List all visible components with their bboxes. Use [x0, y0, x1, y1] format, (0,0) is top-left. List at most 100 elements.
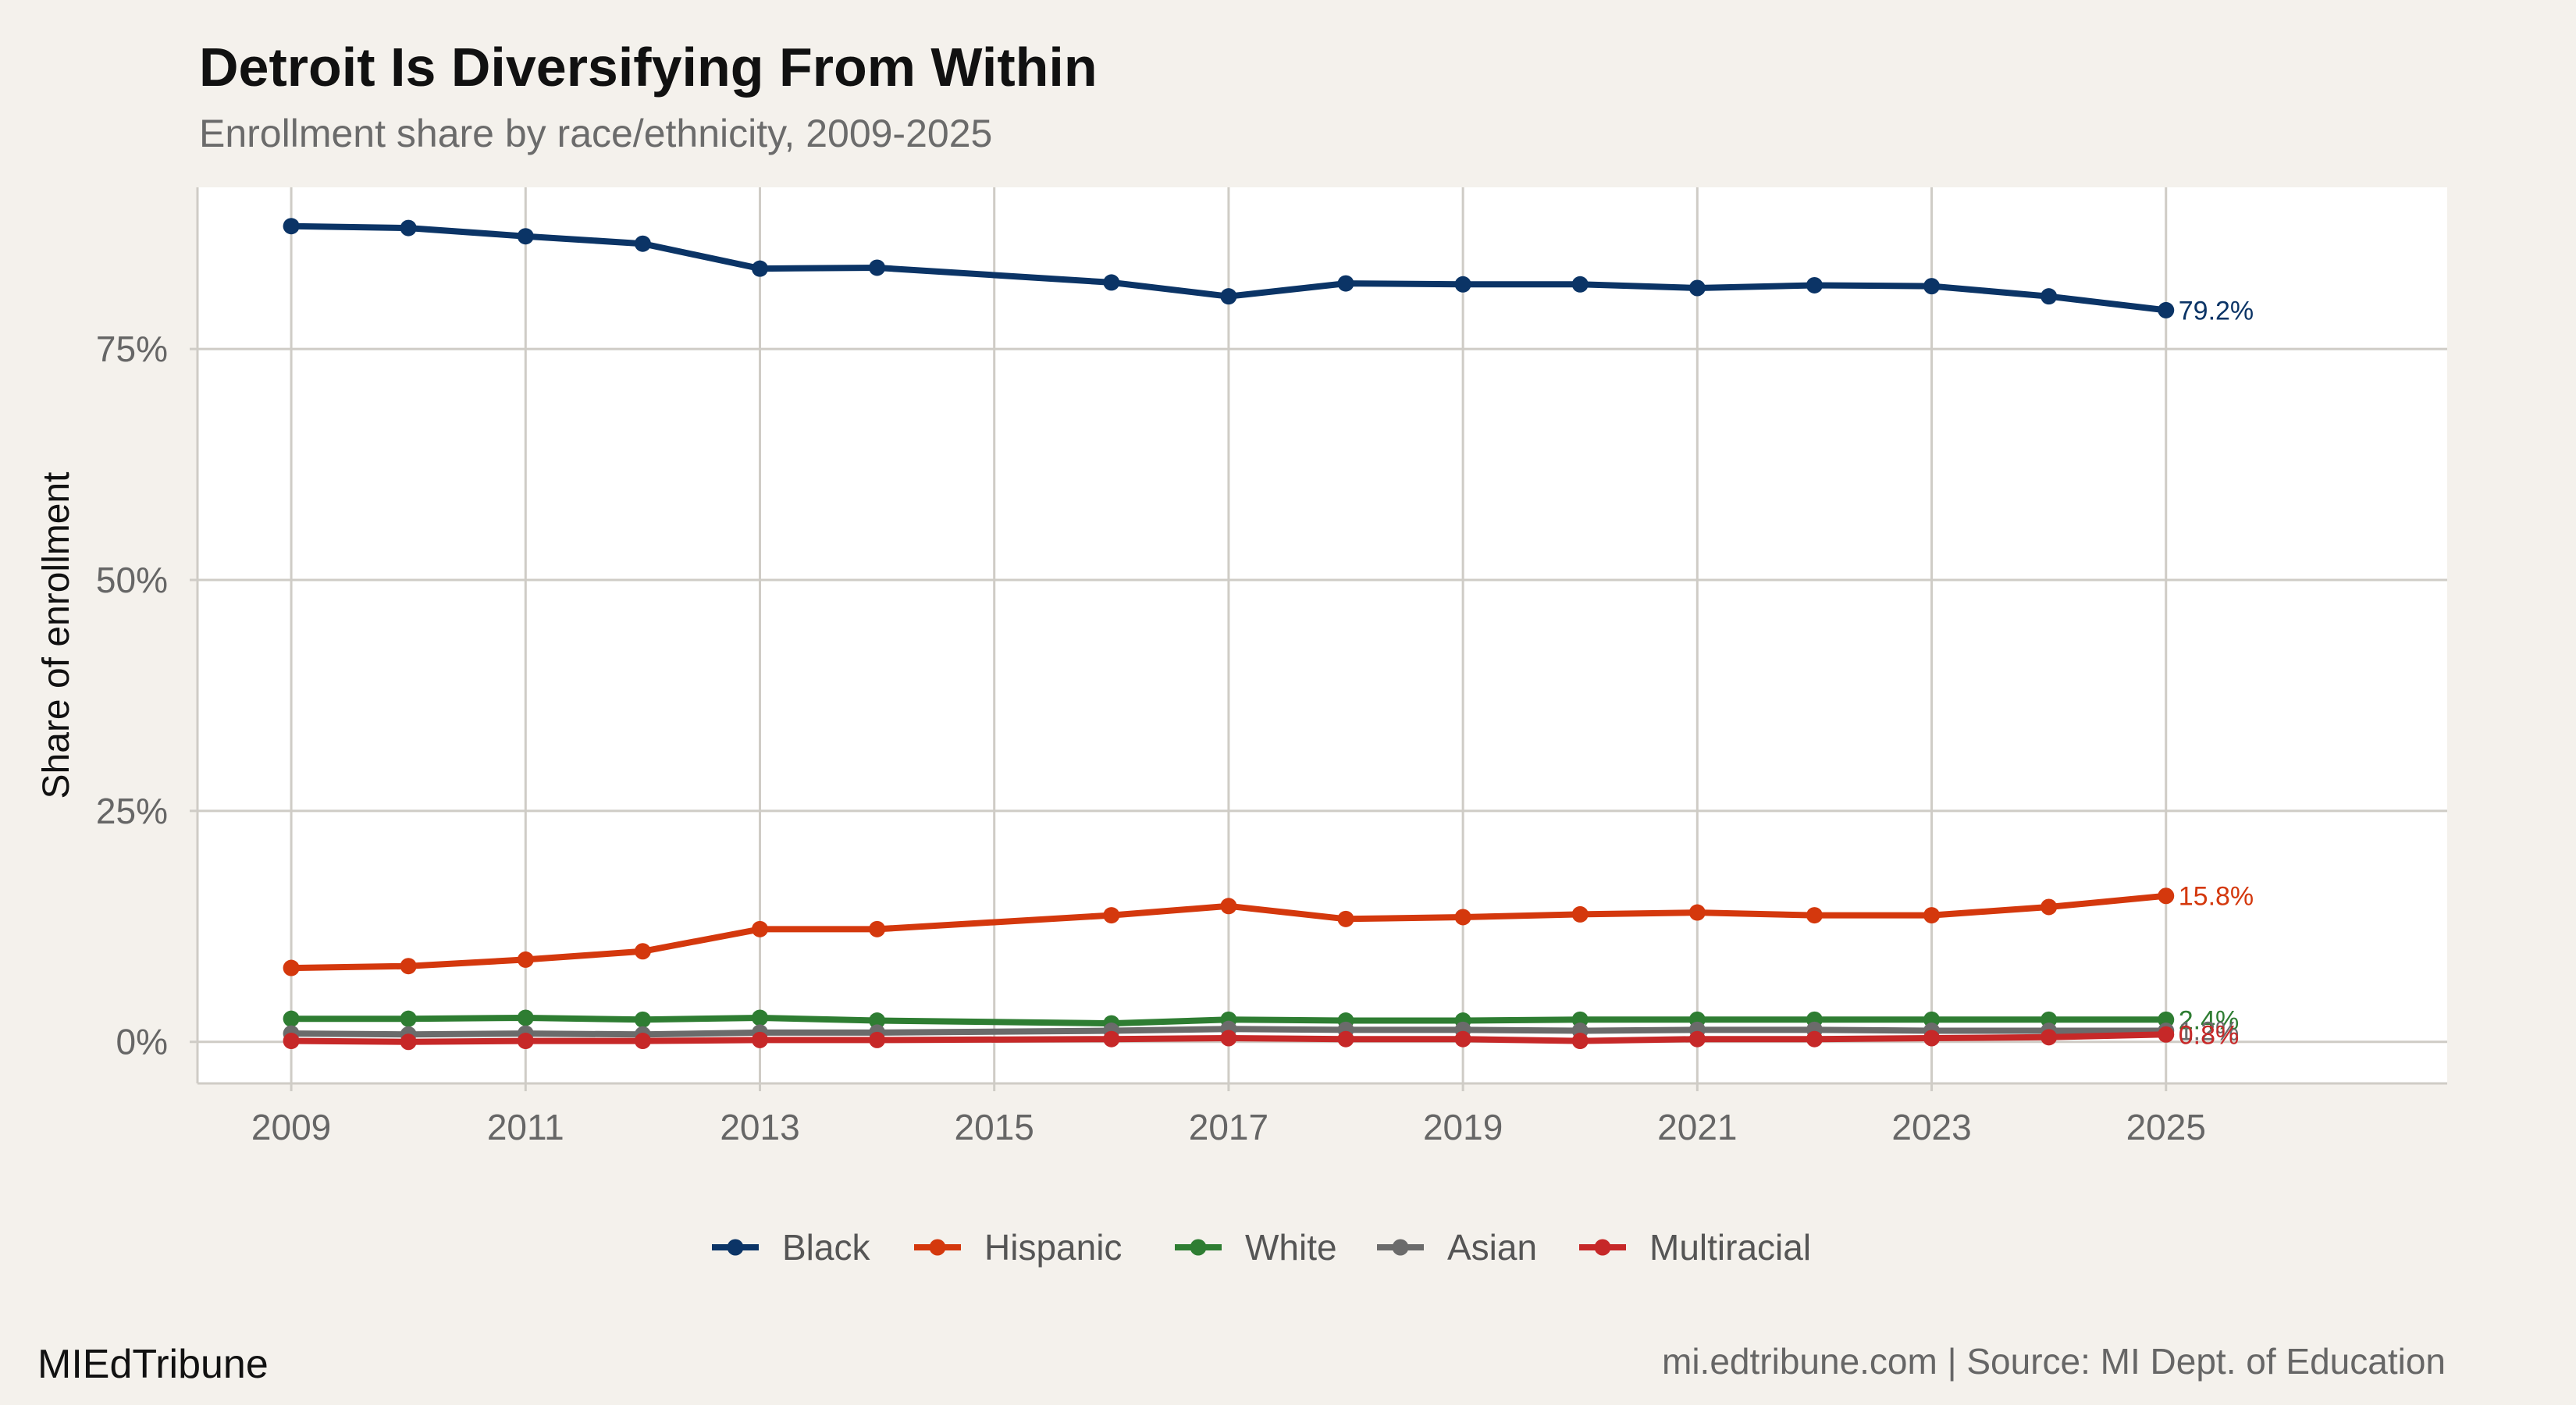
hispanic-end-label: 15.8%	[2179, 882, 2254, 912]
legend-label: Black	[782, 1227, 870, 1268]
multiracial-point-2021	[1688, 1030, 1706, 1048]
multiracial-point-2011	[517, 1033, 534, 1050]
plot-panel	[197, 187, 2447, 1083]
y-tick-labels: 0% 25% 50% 75%	[96, 329, 197, 1062]
white-point-2009	[283, 1010, 300, 1027]
white-line	[288, 1015, 2169, 1027]
hispanic-line	[288, 892, 2169, 972]
hispanic-point-2025	[2158, 887, 2175, 905]
black-point-2025	[2158, 301, 2175, 318]
multiracial-point-2016	[1103, 1030, 1120, 1048]
x-tick-label: 2025	[2126, 1107, 2206, 1147]
legend-label: Hispanic	[984, 1227, 1122, 1268]
legend-item-asian: Asian	[1377, 1227, 1537, 1268]
y-axis-title: Share of enrollment	[36, 472, 77, 799]
black-point-2020	[1571, 276, 1589, 293]
series-black	[283, 218, 2175, 318]
y-tick-label: 75%	[96, 329, 168, 369]
grid	[197, 187, 2447, 1083]
y-tick-label: 0%	[116, 1022, 168, 1062]
end-labels: 79.2% 15.8% 2.4%1.2%0.8%	[2179, 296, 2254, 1050]
legend-item-multiracial: Multiracial	[1579, 1227, 1811, 1268]
y-tick-label: 25%	[96, 791, 168, 831]
multiracial-point-2024	[2041, 1029, 2058, 1046]
legend-key-point	[727, 1239, 744, 1256]
footer-source: mi.edtribune.com | Source: MI Dept. of E…	[1662, 1341, 2446, 1382]
black-point-2013	[752, 260, 768, 277]
white-point-2011	[517, 1009, 534, 1026]
hispanic-point-2021	[1688, 904, 1706, 921]
black-point-2014	[869, 259, 886, 276]
black-point-2023	[1923, 278, 1941, 295]
hispanic-point-2016	[1103, 907, 1120, 924]
hispanic-point-2012	[634, 943, 651, 960]
black-point-2016	[1103, 274, 1120, 291]
black-point-2018	[1337, 275, 1354, 292]
footer-brand: MIEdTribune	[37, 1342, 269, 1387]
series-white	[283, 1009, 2175, 1032]
hispanic-point-2013	[752, 920, 768, 937]
x-tick-labels: 2009 2011 2013 2015 2017 2019 2021 2023 2025	[251, 1083, 2206, 1147]
multiracial-point-2019	[1454, 1030, 1471, 1048]
hispanic-point-2018	[1337, 910, 1354, 927]
hispanic-point-2011	[517, 951, 534, 968]
multiracial-point-2017	[1220, 1030, 1237, 1047]
x-tick-label: 2011	[487, 1107, 564, 1147]
legend-item-black: Black	[712, 1227, 870, 1268]
y-tick-label: 50%	[96, 560, 168, 600]
multiracial-point-2009	[283, 1033, 300, 1050]
multiracial-point-2013	[752, 1031, 768, 1048]
white-point-2014	[869, 1012, 886, 1030]
black-point-2011	[517, 228, 534, 245]
legend-key-point	[1190, 1239, 1207, 1256]
black-point-2010	[400, 219, 417, 237]
x-tick-label: 2013	[720, 1107, 799, 1147]
multiracial-point-2018	[1337, 1030, 1354, 1048]
legend-key-point	[1392, 1239, 1409, 1256]
multiracial-point-2020	[1571, 1033, 1589, 1050]
asian-line	[288, 1026, 2169, 1038]
legend-label: Asian	[1447, 1227, 1537, 1268]
black-end-label: 79.2%	[2179, 296, 2254, 325]
black-point-2024	[2041, 288, 2058, 305]
black-line	[288, 222, 2169, 314]
hispanic-point-2010	[400, 958, 417, 975]
x-tick-label: 2021	[1657, 1107, 1737, 1147]
legend-label: White	[1245, 1227, 1337, 1268]
multiracial-point-2010	[400, 1033, 417, 1051]
multiracial-point-2023	[1923, 1030, 1941, 1047]
chart-subtitle: Enrollment share by race/ethnicity, 2009…	[199, 112, 992, 155]
legend-key-point	[1594, 1239, 1611, 1256]
multiracial-end-label: 0.8%	[2179, 1020, 2240, 1050]
multiracial-point-2025	[2158, 1026, 2175, 1043]
hispanic-point-2009	[283, 959, 300, 976]
x-tick-label: 2009	[251, 1107, 331, 1147]
series-multiracial	[283, 1026, 2175, 1051]
x-tick-label: 2017	[1189, 1107, 1268, 1147]
white-point-2010	[400, 1010, 417, 1027]
hispanic-point-2014	[869, 920, 886, 937]
legend: Black Hispanic White Asian Multiracial	[712, 1227, 1811, 1268]
hispanic-point-2022	[1806, 907, 1823, 924]
x-tick-label: 2019	[1423, 1107, 1503, 1147]
multiracial-point-2022	[1806, 1030, 1823, 1048]
black-point-2022	[1806, 276, 1823, 293]
white-end-label: 2.4%	[2179, 1005, 2240, 1035]
chart-title: Detroit Is Diversifying From Within	[199, 37, 1098, 98]
black-point-2012	[634, 235, 651, 252]
legend-item-white: White	[1175, 1227, 1337, 1268]
x-tick-label: 2023	[1891, 1107, 1971, 1147]
hispanic-point-2024	[2041, 898, 2058, 916]
multiracial-point-2014	[869, 1031, 886, 1048]
multiracial-point-2012	[634, 1033, 651, 1050]
series-hispanic	[283, 887, 2175, 976]
x-tick-label: 2015	[955, 1107, 1034, 1147]
hispanic-point-2020	[1571, 905, 1589, 923]
hispanic-point-2023	[1923, 907, 1941, 924]
black-point-2019	[1454, 276, 1471, 293]
series-group	[283, 218, 2175, 1051]
asian-end-label: 1.2%	[2179, 1017, 2240, 1047]
black-point-2021	[1688, 279, 1706, 297]
multiracial-line	[288, 1031, 2169, 1045]
